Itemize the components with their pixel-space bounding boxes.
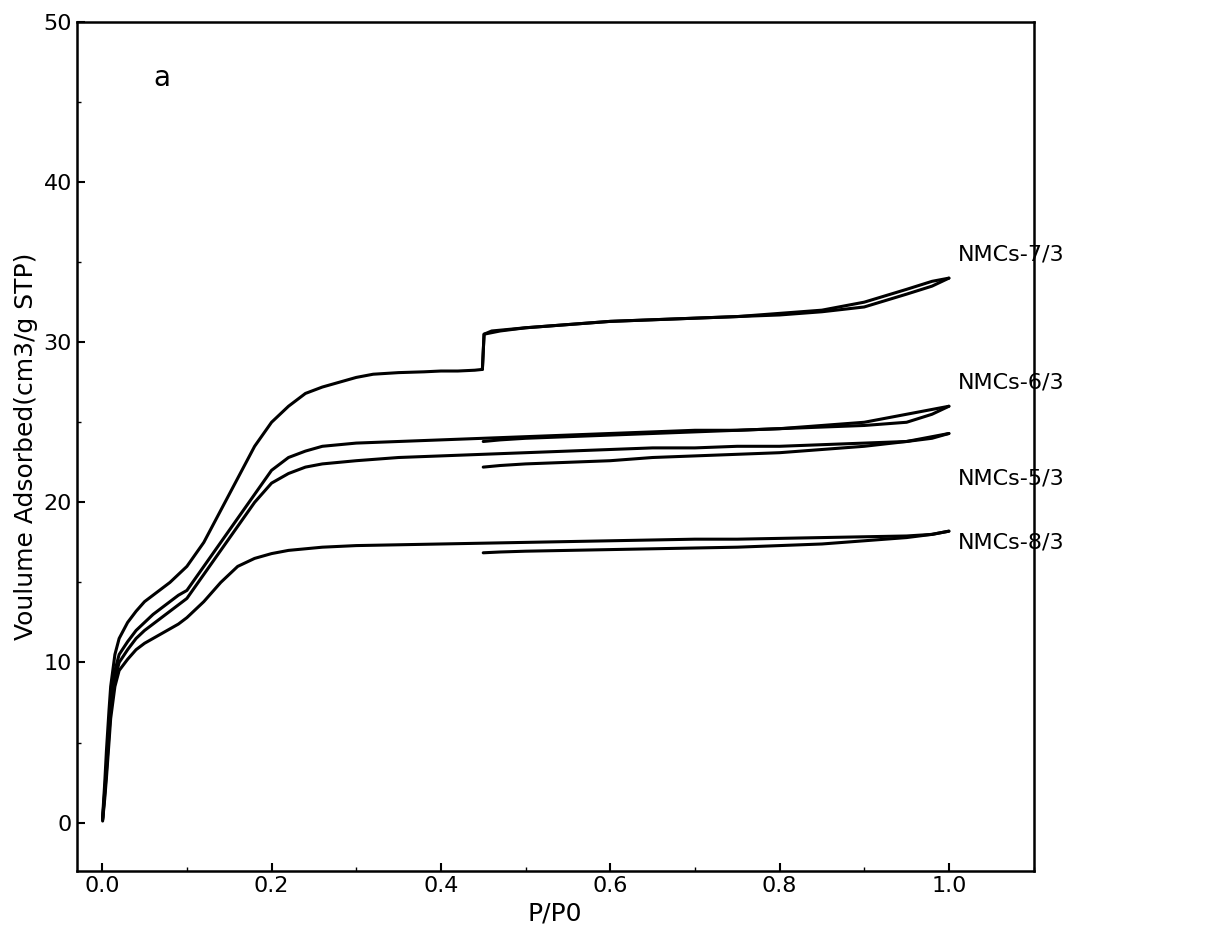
X-axis label: P/P0: P/P0	[528, 901, 582, 925]
Y-axis label: Voulume Adsorbed(cm3/g STP): Voulume Adsorbed(cm3/g STP)	[13, 253, 38, 640]
Text: NMCs-8/3: NMCs-8/3	[957, 532, 1064, 552]
Text: NMCs-5/3: NMCs-5/3	[957, 469, 1064, 488]
Text: a: a	[153, 65, 170, 92]
Text: NMCs-7/3: NMCs-7/3	[957, 244, 1064, 264]
Text: NMCs-6/3: NMCs-6/3	[957, 372, 1064, 393]
